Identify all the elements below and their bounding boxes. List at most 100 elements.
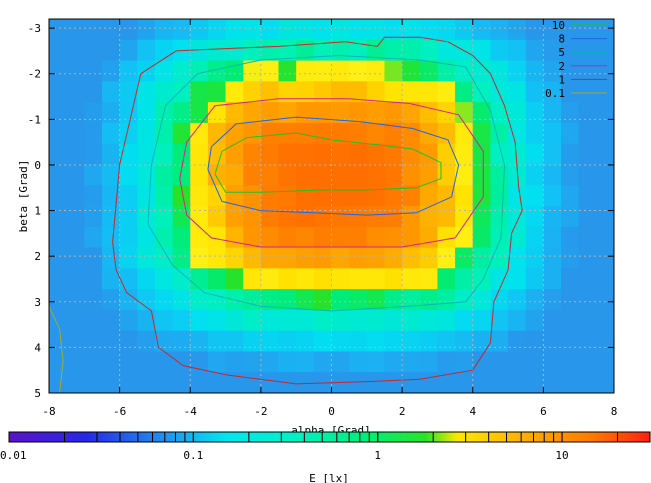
heatmap-cell (172, 60, 191, 82)
heatmap-cell (455, 226, 474, 249)
heatmap-cell (543, 143, 562, 166)
legend-label: 8 (558, 33, 565, 46)
heatmap-cell (137, 226, 156, 249)
heatmap-cell (260, 372, 280, 393)
heatmap-cell (349, 330, 368, 353)
heatmap-cell (225, 60, 244, 82)
heatmap-cell (543, 164, 562, 186)
heatmap-cell (543, 102, 562, 124)
heatmap-cell (455, 185, 474, 207)
heatmap-cell (119, 372, 138, 393)
heatmap-cell (84, 226, 103, 249)
heatmap-cell (190, 206, 209, 228)
heatmap-cell (313, 185, 333, 207)
heatmap-cell (349, 122, 368, 145)
heatmap-cell (508, 268, 527, 290)
heatmap-cell (331, 143, 350, 166)
heatmap-cell (119, 206, 138, 228)
heatmap-cell (419, 226, 439, 249)
heatmap-cell (490, 206, 509, 228)
heatmap-cell (561, 289, 580, 311)
heatmap-cell (402, 19, 421, 41)
heatmap-cell (260, 185, 280, 207)
heatmap-cell (525, 226, 544, 249)
heatmap-cell (260, 330, 280, 353)
heatmap-cell (561, 309, 580, 332)
heatmap-cell (596, 164, 614, 186)
heatmap-cell (190, 226, 209, 249)
heatmap-cell (455, 122, 474, 145)
heatmap-cell (578, 164, 597, 186)
heatmap-cell (49, 372, 68, 393)
contour-lines (49, 36, 523, 393)
heatmap-cell (260, 81, 280, 103)
heatmap-cell (66, 206, 85, 228)
heatmap-cell (66, 226, 85, 249)
heatmap-cell (331, 247, 350, 269)
heatmap-cell (402, 268, 421, 290)
heatmap-cell (84, 164, 103, 186)
heatmap-cell (596, 122, 614, 145)
heatmap-cell (101, 102, 121, 124)
heatmap-cell (437, 351, 456, 373)
heatmap-cell (243, 185, 262, 207)
heatmap-cell (190, 289, 209, 311)
heatmap-cell (260, 226, 280, 249)
heatmap-cell (243, 102, 262, 124)
heatmap-cell (207, 289, 227, 311)
heatmap-cell (190, 122, 209, 145)
heatmap-cell (331, 206, 350, 228)
heatmap-cell (384, 39, 403, 62)
heatmap-cell (578, 60, 597, 82)
y-tick-label: 4 (34, 341, 41, 354)
heatmap-cell (490, 164, 509, 186)
heatmap-cell (225, 143, 244, 166)
heatmap-cell (508, 372, 527, 393)
heatmap-cell (384, 309, 403, 332)
heatmap-cell (596, 268, 614, 290)
heatmap-cell (578, 122, 597, 145)
heatmap-cell (260, 164, 280, 186)
heatmap-cell (84, 247, 103, 269)
heatmap-cell (508, 206, 527, 228)
heatmap-cell (419, 185, 439, 207)
heatmap-cell (366, 60, 386, 82)
heatmap-cell (119, 19, 138, 41)
heatmap-cell (207, 247, 227, 269)
heatmap-cell (455, 81, 474, 103)
heatmap-cell (49, 164, 68, 186)
heatmap-cell (190, 268, 209, 290)
heatmap-cell (402, 81, 421, 103)
heatmap-cell (172, 289, 191, 311)
heatmap-cell (596, 206, 614, 228)
heatmap-cell (49, 351, 68, 373)
heatmap-cell (66, 60, 85, 82)
heatmap-cell (455, 102, 474, 124)
heatmap-cell (154, 143, 174, 166)
heatmap-cell (172, 185, 191, 207)
heatmap-cell (578, 102, 597, 124)
heatmap-cell (455, 351, 474, 373)
heatmap-cell (331, 226, 350, 249)
heatmap-cell (172, 330, 191, 353)
heatmap-cell (543, 330, 562, 353)
heatmap-cell (525, 206, 544, 228)
heatmap-cell (455, 309, 474, 332)
heatmap-cell (154, 268, 174, 290)
heatmap-cell (260, 289, 280, 311)
heatmap-cell (472, 268, 492, 290)
heatmap-cell (472, 143, 492, 166)
heatmap-cell (472, 164, 492, 186)
heatmap-cell (596, 102, 614, 124)
heatmap-cell (225, 247, 244, 269)
heatmap-cell (49, 247, 68, 269)
heatmap-cell (225, 185, 244, 207)
heatmap-cell (154, 122, 174, 145)
heatmap-cell (508, 19, 527, 41)
heatmap-cell (101, 122, 121, 145)
heatmap-cell (384, 185, 403, 207)
heatmap-cell (119, 81, 138, 103)
heatmap-cell (437, 268, 456, 290)
heatmap-cell (455, 164, 474, 186)
heatmap-cell (437, 102, 456, 124)
